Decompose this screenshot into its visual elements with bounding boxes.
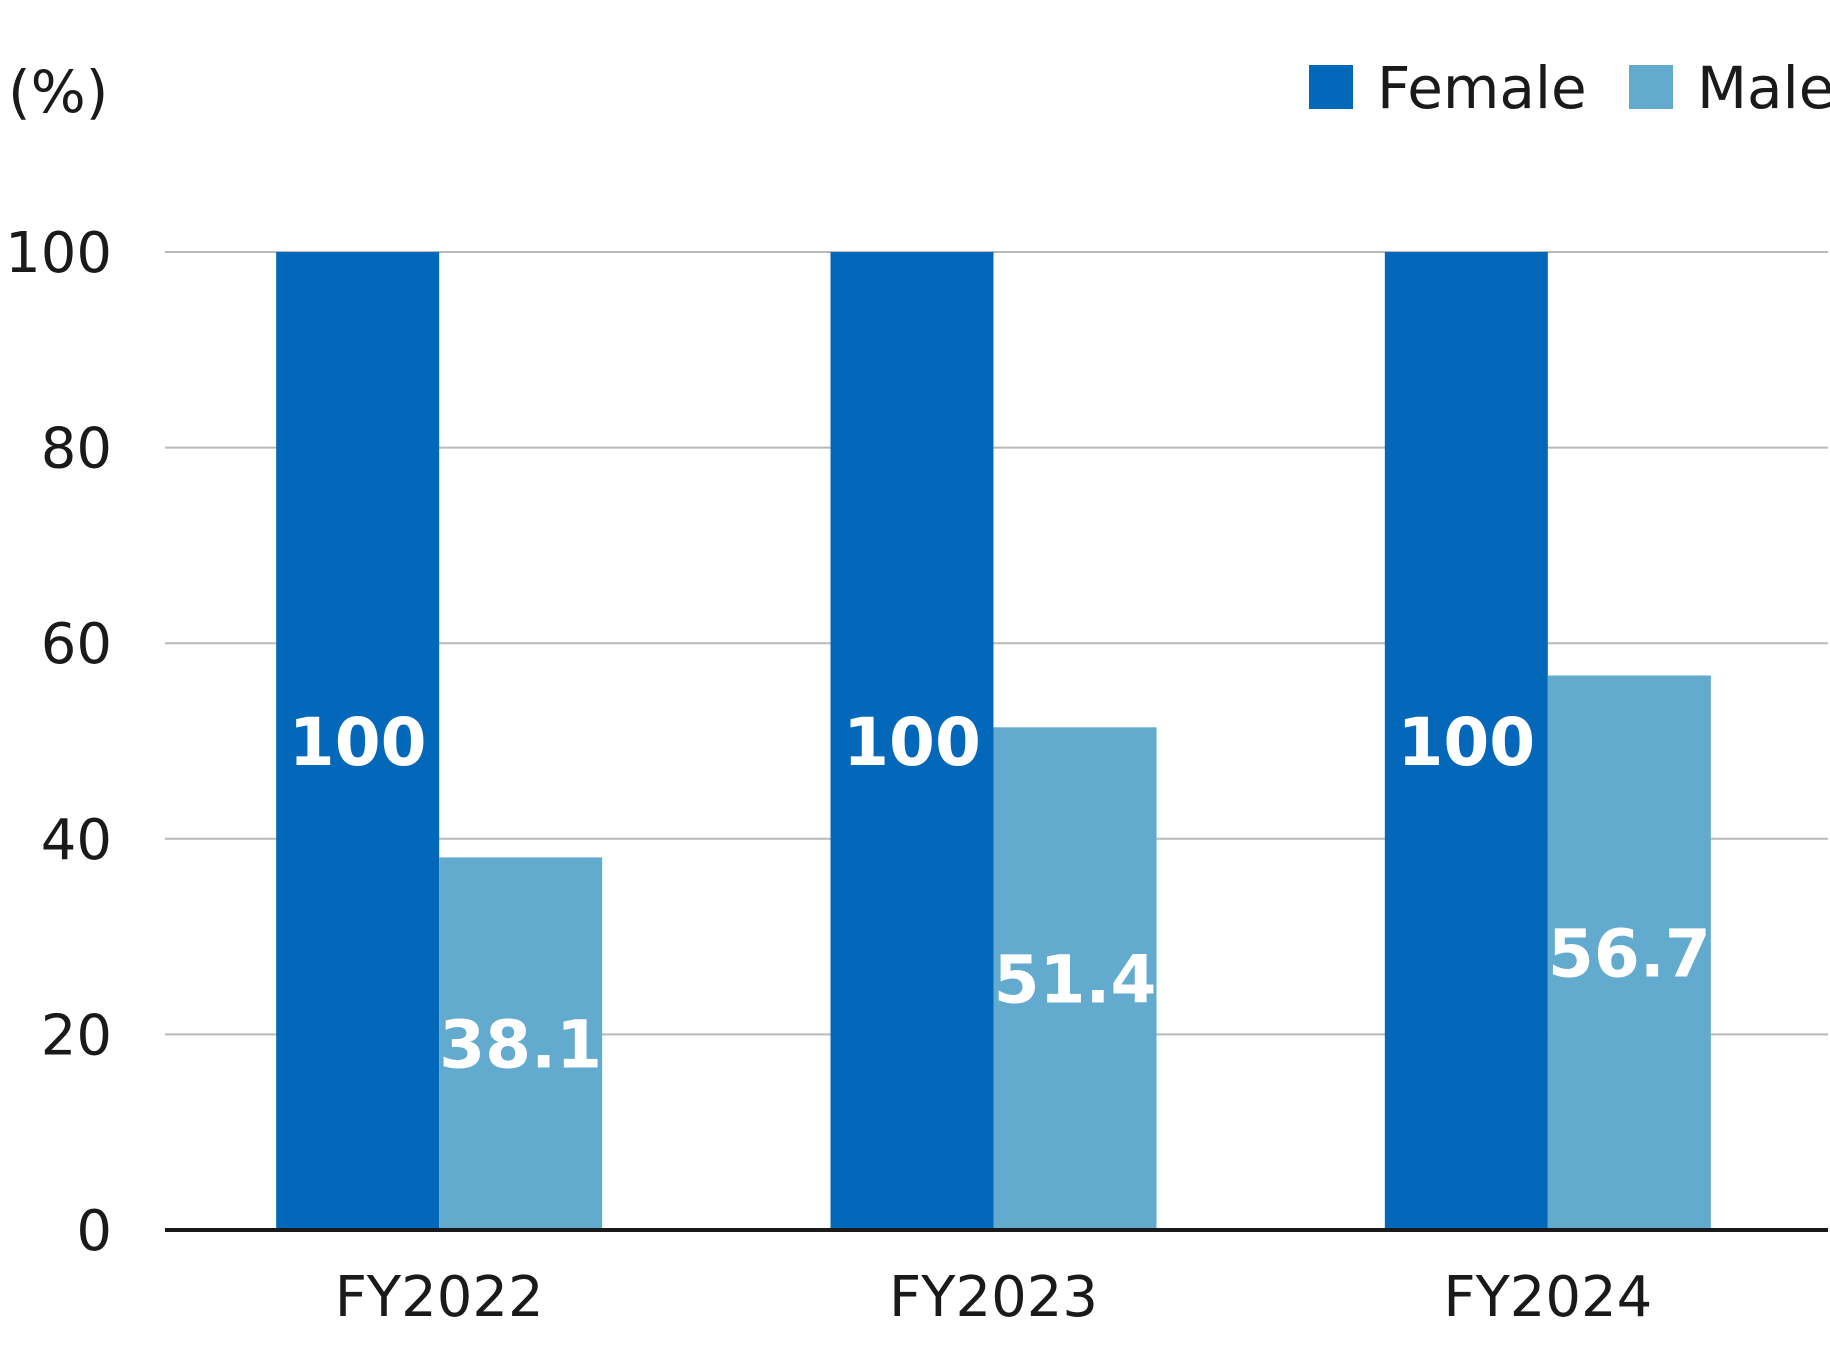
legend-swatch-male [1629, 65, 1673, 109]
x-tick-label-fy2023: FY2023 [889, 1265, 1098, 1330]
legend-label-female: Female [1377, 54, 1587, 122]
y-tick-label-0: 0 [76, 1199, 112, 1264]
legend: Female Male [1309, 54, 1830, 122]
bar-female-fy2022 [276, 252, 440, 1230]
data-label-female-fy2022: 100 [289, 704, 427, 781]
y-tick-label-20: 20 [41, 1003, 112, 1068]
data-label-female-fy2024: 100 [1397, 704, 1535, 781]
y-tick-label-100: 100 [5, 221, 112, 286]
bar-male-fy2024 [1547, 675, 1711, 1230]
bars [276, 252, 1711, 1230]
bar-female-fy2024 [1384, 252, 1548, 1230]
legend-swatch-female [1309, 65, 1353, 109]
data-label-male-fy2024: 56.7 [1548, 916, 1711, 993]
x-tick-label-fy2024: FY2024 [1443, 1265, 1652, 1330]
bar-female-fy2023 [830, 252, 994, 1230]
data-label-male-fy2022: 38.1 [439, 1007, 602, 1084]
y-tick-label-40: 40 [41, 808, 112, 873]
y-tick-label-80: 80 [41, 417, 112, 482]
y-unit-label: (%) [8, 58, 108, 126]
legend-label-male: Male [1697, 54, 1830, 122]
x-tick-label-fy2022: FY2022 [335, 1265, 544, 1330]
bar-male-fy2022 [439, 857, 603, 1230]
data-label-male-fy2023: 51.4 [994, 942, 1157, 1019]
bar-male-fy2023 [993, 727, 1157, 1230]
labels: (%) 0 20 40 60 80 100 100 38.1 FY2022 100 51.4 FY20… [5, 58, 1711, 1330]
y-tick-label-60: 60 [41, 612, 112, 677]
data-label-female-fy2023: 100 [843, 704, 981, 781]
